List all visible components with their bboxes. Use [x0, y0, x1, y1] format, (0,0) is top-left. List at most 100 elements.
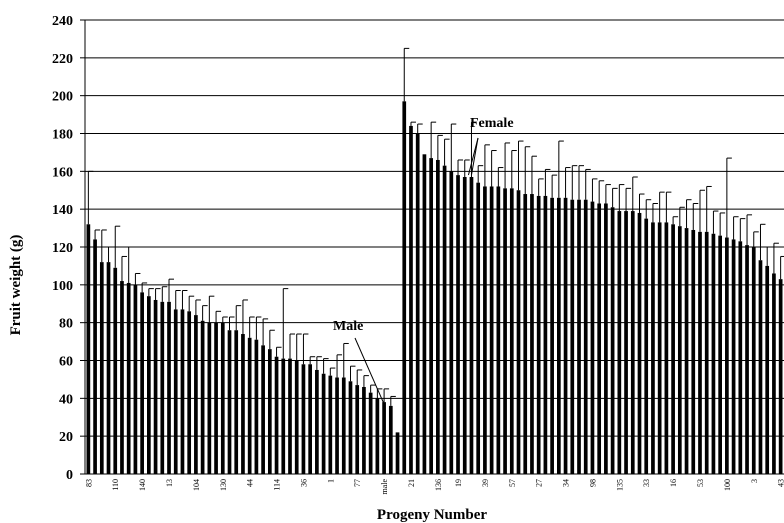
x-tick-label: 39: [481, 479, 490, 487]
x-tick-label: 16: [669, 479, 678, 487]
bar: [583, 199, 588, 475]
bar: [214, 322, 218, 474]
bar: [745, 245, 749, 474]
bar: [772, 273, 776, 474]
bar: [577, 199, 581, 475]
bar: [328, 375, 333, 474]
bar: [604, 203, 608, 474]
bar: [341, 377, 346, 474]
bar: [677, 226, 682, 474]
bar: [113, 267, 118, 474]
annotations: Female Male: [333, 116, 514, 405]
bar: [671, 224, 675, 474]
bar: [556, 197, 561, 475]
bar: [765, 265, 770, 474]
bar: [610, 207, 615, 474]
bar: [368, 392, 373, 474]
bar: [503, 188, 507, 474]
bar: [725, 237, 729, 474]
x-tick-label: 98: [588, 479, 597, 487]
x-tick-label: 130: [219, 479, 228, 491]
x-tick-label: 100: [723, 479, 732, 491]
bar: [321, 373, 326, 474]
bar: [691, 229, 696, 474]
bar: [234, 330, 239, 474]
bar: [200, 320, 205, 474]
bar: [153, 299, 158, 474]
bar: [711, 233, 716, 474]
bar: [429, 158, 433, 474]
x-tick-label: 33: [642, 479, 651, 487]
annotation-arrow: [354, 337, 385, 405]
error-bars: [87, 47, 784, 406]
y-tick-label: 160: [52, 165, 73, 180]
y-tick-labels: 0 20 40 60 80 100 120 140 160 180 200 220 240: [52, 14, 85, 483]
bars: [86, 101, 783, 475]
axes: [84, 20, 784, 475]
bar: [388, 405, 393, 474]
bar: [536, 195, 541, 475]
bar: [469, 177, 474, 474]
bar: [126, 282, 131, 474]
bar: [651, 222, 655, 474]
x-tick-label: 136: [434, 479, 443, 491]
bar: [563, 197, 568, 475]
bar: [241, 334, 245, 474]
bar: [247, 337, 252, 474]
bar: [698, 231, 702, 474]
y-tick-label: 60: [59, 355, 73, 370]
bar: [99, 262, 104, 474]
bar: [86, 224, 91, 474]
bar: [630, 211, 635, 474]
x-tick-label: male: [380, 479, 389, 495]
x-tick-label: 53: [696, 479, 705, 487]
x-tick-label: 83: [84, 479, 93, 487]
x-tick-label: 135: [615, 479, 624, 491]
x-tick-label: 19: [454, 479, 463, 487]
bar: [597, 203, 602, 474]
bar: [684, 228, 689, 474]
x-tick-label: 104: [192, 479, 201, 491]
bar: [409, 125, 413, 474]
bar: [335, 377, 339, 474]
x-tick-label: 34: [562, 479, 571, 487]
bar: [758, 260, 763, 474]
x-tick-label: 36: [299, 479, 308, 487]
bar: [106, 262, 111, 474]
bar: [294, 360, 299, 474]
bar: [449, 171, 454, 475]
bar: [489, 186, 494, 474]
x-tick-label: 3: [750, 479, 759, 483]
bar: [93, 239, 97, 474]
bar: [301, 364, 306, 474]
y-tick-label: 80: [59, 317, 73, 332]
bar: [570, 199, 575, 475]
bar: [140, 292, 144, 474]
y-tick-label: 120: [52, 241, 73, 256]
x-tick-label: 27: [535, 479, 544, 487]
bar: [590, 201, 595, 474]
bar: [180, 309, 185, 474]
annotation-arrow: [467, 137, 479, 176]
bar: [550, 197, 554, 475]
x-tick-label: 21: [407, 479, 416, 487]
bar: [288, 358, 292, 474]
bar: [644, 218, 649, 474]
bar: [476, 182, 481, 474]
bar: [187, 311, 192, 474]
bar: [308, 364, 313, 474]
bar: [530, 194, 534, 475]
bar: [261, 345, 265, 474]
x-tick-label: 77: [353, 479, 362, 487]
bar: [657, 222, 662, 474]
y-tick-label: 220: [52, 52, 73, 67]
bar: [664, 222, 669, 474]
bar: [456, 175, 460, 474]
bar: [462, 177, 467, 474]
bar: [220, 322, 225, 474]
bar: [173, 309, 178, 474]
bar: [194, 315, 198, 474]
x-tick-labels: 83 110 140 13 104 130 44 114 36 1 77 male 21 136 19 39 5…: [84, 479, 784, 495]
bar: [160, 301, 165, 474]
annotation-female: Female: [470, 116, 514, 131]
